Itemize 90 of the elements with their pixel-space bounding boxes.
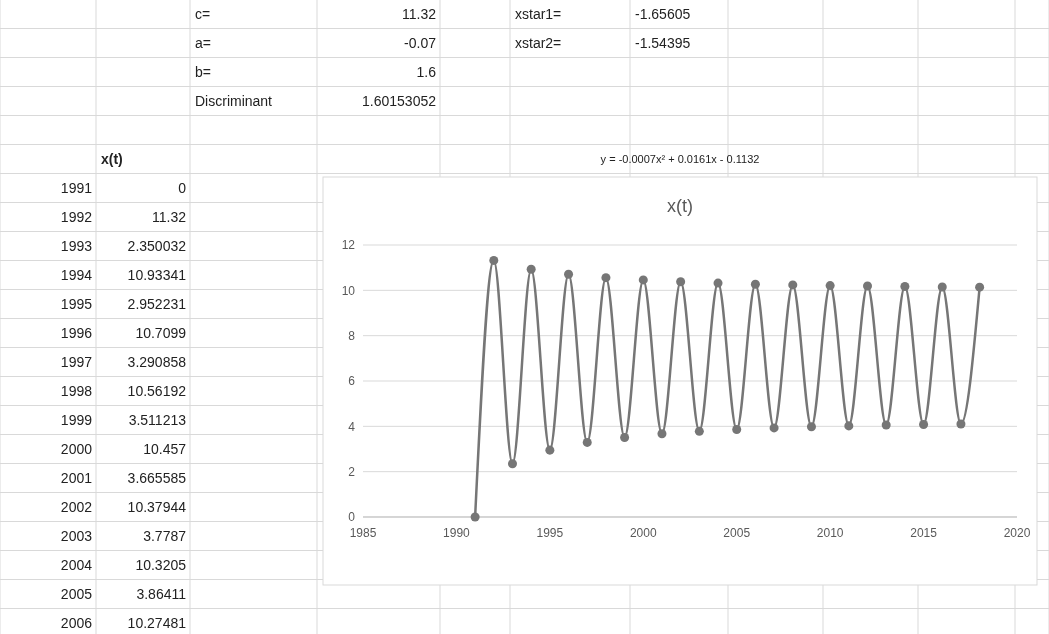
text: 2004 bbox=[60, 556, 93, 573]
text: -1.65605 bbox=[635, 5, 691, 22]
x-tick-label: 2005 bbox=[723, 526, 751, 540]
x-tick-label: 2015 bbox=[910, 526, 938, 540]
text: -1.54395 bbox=[635, 34, 691, 51]
text: Discriminant bbox=[195, 92, 273, 109]
x-tick-label: 2000 bbox=[629, 526, 657, 540]
text: 1995 bbox=[60, 295, 93, 312]
y-tick-label: 6 bbox=[348, 374, 356, 389]
text: xstar1= bbox=[515, 5, 562, 22]
text: 1996 bbox=[60, 324, 93, 341]
text: 10.3205 bbox=[135, 556, 187, 573]
text: 2.350032 bbox=[127, 237, 187, 254]
text: 3.7787 bbox=[143, 527, 187, 544]
text: 0 bbox=[178, 179, 187, 196]
text: 1994 bbox=[60, 266, 93, 283]
point bbox=[470, 512, 480, 522]
point bbox=[788, 280, 798, 290]
text: 10.7099 bbox=[135, 324, 187, 341]
text: a= bbox=[195, 34, 211, 51]
text: 1991 bbox=[60, 179, 93, 196]
point bbox=[750, 279, 760, 289]
text: x(t) bbox=[101, 150, 123, 167]
point bbox=[582, 437, 592, 447]
point bbox=[601, 273, 611, 283]
y-tick-label: 2 bbox=[348, 464, 356, 479]
point bbox=[769, 423, 779, 433]
point bbox=[620, 432, 630, 442]
text: 1998 bbox=[60, 382, 93, 399]
point bbox=[825, 281, 835, 291]
text: 1999 bbox=[60, 411, 93, 428]
point bbox=[713, 278, 723, 288]
text: xstar2= bbox=[515, 34, 562, 51]
text: 1997 bbox=[60, 353, 93, 370]
point bbox=[676, 277, 686, 287]
point bbox=[863, 281, 873, 291]
chart-title: x(t) bbox=[667, 196, 693, 216]
point bbox=[638, 275, 648, 285]
text: 10.56192 bbox=[127, 382, 187, 399]
text: 2003 bbox=[60, 527, 93, 544]
text: 1993 bbox=[60, 237, 93, 254]
text: 2001 bbox=[60, 469, 93, 486]
text: 11.32 bbox=[152, 208, 187, 225]
text: 10.37944 bbox=[127, 498, 187, 515]
y-tick-label: 4 bbox=[348, 419, 356, 434]
text: c= bbox=[195, 5, 211, 22]
text: 2002 bbox=[60, 498, 93, 515]
point bbox=[657, 429, 667, 439]
point bbox=[732, 425, 742, 435]
point bbox=[937, 282, 947, 292]
x-tick-label: 1995 bbox=[536, 526, 564, 540]
text: 2005 bbox=[60, 585, 93, 602]
text: 3.86411 bbox=[136, 585, 187, 602]
y-tick-label: 12 bbox=[341, 238, 356, 253]
point bbox=[881, 420, 891, 430]
text: 3.511213 bbox=[128, 411, 187, 428]
x-tick-label: 2020 bbox=[1003, 526, 1031, 540]
point bbox=[507, 459, 517, 469]
text: 10.27481 bbox=[127, 614, 187, 631]
point bbox=[526, 264, 536, 274]
text: 3.665585 bbox=[127, 469, 187, 486]
text: 1992 bbox=[60, 208, 93, 225]
y-tick-label: 8 bbox=[348, 328, 356, 343]
point bbox=[806, 422, 816, 432]
text: 11.32 bbox=[402, 5, 437, 22]
text: 2006 bbox=[60, 614, 93, 631]
text: -0.07 bbox=[404, 34, 437, 51]
text: 1.60153052 bbox=[362, 92, 437, 109]
text: y = -0.0007x² + 0.0161x - 0.1132 bbox=[600, 152, 760, 165]
text: 1.6 bbox=[416, 63, 437, 80]
y-tick-label: 0 bbox=[348, 510, 356, 525]
x-tick-label: 1990 bbox=[443, 526, 471, 540]
text: 10.457 bbox=[143, 440, 187, 457]
x-tick-label: 1985 bbox=[349, 526, 377, 540]
point bbox=[694, 426, 704, 436]
y-tick-label: 10 bbox=[341, 283, 356, 298]
point bbox=[956, 419, 966, 429]
text: 2000 bbox=[60, 440, 93, 457]
text: 3.290858 bbox=[127, 353, 187, 370]
text: b= bbox=[195, 63, 211, 80]
text: 2.952231 bbox=[127, 295, 187, 312]
point bbox=[919, 420, 929, 430]
point bbox=[844, 421, 854, 431]
point bbox=[900, 281, 910, 291]
point bbox=[545, 445, 555, 455]
point bbox=[489, 255, 499, 265]
point bbox=[975, 282, 985, 292]
point bbox=[564, 269, 574, 279]
x-tick-label: 2010 bbox=[816, 526, 844, 540]
text: 10.93341 bbox=[127, 266, 187, 283]
